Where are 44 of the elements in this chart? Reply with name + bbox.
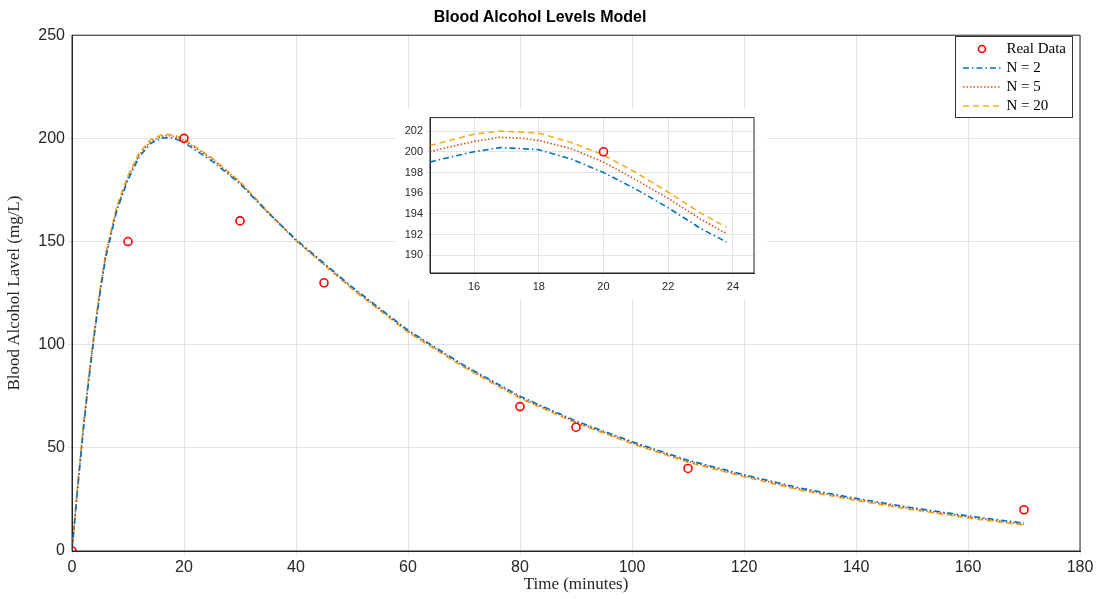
y-tick-label: 192 (404, 227, 423, 240)
legend-label: N = 20 (1006, 96, 1049, 115)
x-tick-label: 140 (842, 558, 870, 576)
x-tick-label: 80 (511, 558, 529, 576)
point (515, 401, 525, 412)
x-tick-label: 16 (467, 279, 481, 292)
point (235, 216, 245, 226)
x-tick-label: 40 (287, 558, 305, 576)
y-tick-label: 200 (38, 128, 66, 146)
y-tick-label: 150 (38, 231, 66, 249)
y-tick-label: 200 (404, 144, 423, 157)
x-tick-label: 120 (730, 558, 758, 576)
x-tick-label: 160 (954, 558, 982, 576)
point (1019, 504, 1029, 515)
point (123, 236, 133, 247)
x-tick-label: 0 (67, 558, 77, 576)
point (179, 133, 189, 144)
line-series (430, 146, 728, 243)
legend-label: N = 2 (1006, 58, 1041, 77)
x-tick-label: 100 (618, 558, 646, 576)
x-tick-label: 18 (532, 279, 545, 292)
y-tick-label: 190 (404, 248, 423, 261)
x-tick-label: 20 (597, 279, 610, 292)
y-tick-label: 50 (47, 438, 66, 456)
y-tick-label: 202 (404, 124, 423, 137)
y-tick-label: 250 (38, 25, 66, 43)
legend-label: N = 5 (1006, 77, 1041, 96)
x-tick-label: 180 (1066, 558, 1094, 576)
x-tick-label: 20 (175, 558, 193, 576)
y-tick-label: 194 (404, 206, 423, 219)
y-tick-label: 196 (404, 186, 423, 199)
point (319, 277, 329, 288)
chart-title: Blood Alcohol Levels Model (433, 8, 647, 26)
y-tick-label: 198 (404, 165, 423, 178)
point (571, 422, 581, 433)
y-tick-label: 0 (56, 541, 66, 559)
y-tick-label: 100 (38, 335, 66, 353)
x-tick-label: 22 (662, 279, 675, 292)
x-tick-label: 24 (726, 279, 740, 292)
point (683, 463, 693, 474)
x-tick-label: 60 (399, 558, 417, 576)
legend-label: Real Data (1006, 39, 1066, 58)
x-axis-title: Time (minutes) (523, 574, 629, 594)
y-axis-title: Blood Alcohol Lavel (mg/L) (3, 195, 23, 391)
